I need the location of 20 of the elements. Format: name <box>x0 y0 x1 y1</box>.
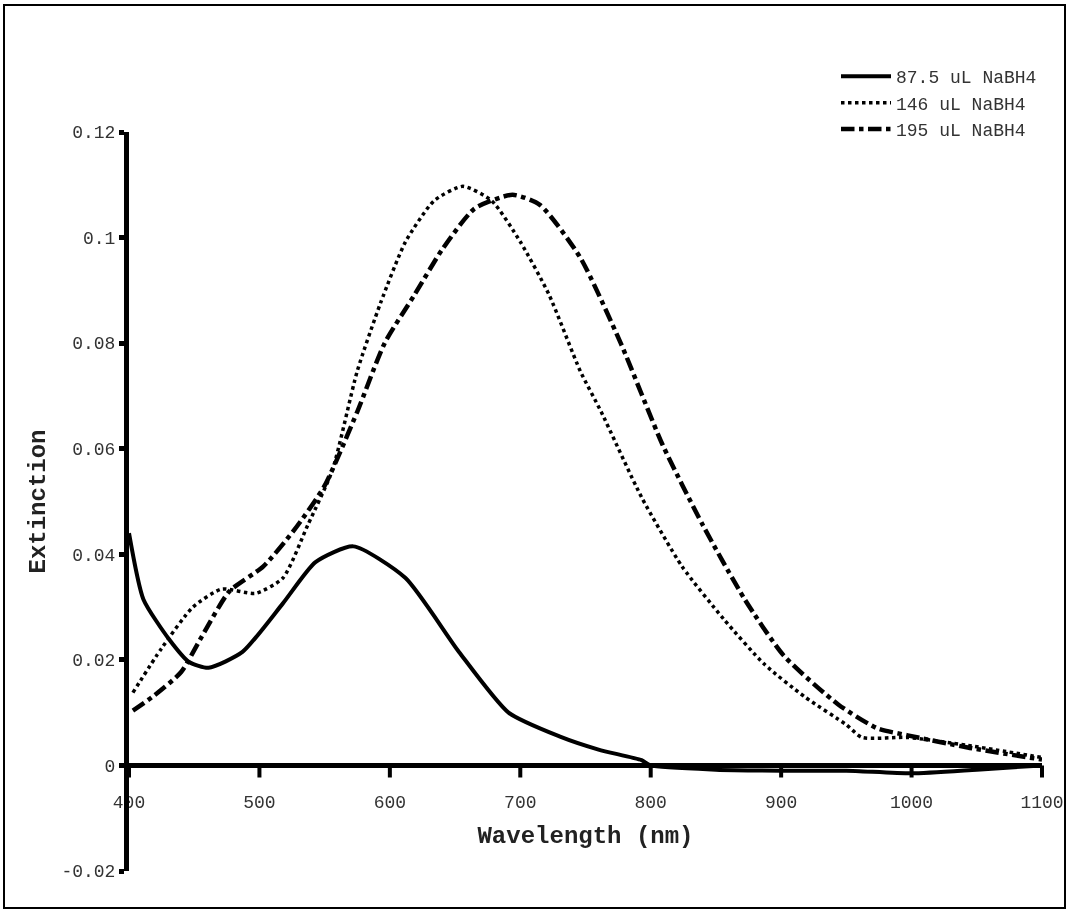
x-tick-label: 700 <box>504 793 537 814</box>
y-axis-title: Extinction <box>25 429 53 574</box>
x-tick-label: 500 <box>243 793 276 814</box>
x-tick-label: 900 <box>764 793 798 814</box>
x-tick-label: 1000 <box>889 793 934 814</box>
y-tick-label: 0.1 <box>82 228 116 249</box>
y-tick-label: 0.08 <box>72 334 116 355</box>
x-axis-title: Wavelength (nm) <box>477 823 694 851</box>
legend-label: 87.5 uL NaBH4 <box>896 68 1037 89</box>
legend-label: 195 uL NaBH4 <box>896 121 1026 142</box>
y-tick-label: 0 <box>104 756 116 777</box>
y-tick-label: 0.04 <box>72 545 116 566</box>
legend-label: 146 uL NaBH4 <box>896 94 1026 115</box>
y-tick-label: 0.02 <box>72 651 116 672</box>
y-tick-label: 0.06 <box>72 440 116 461</box>
y-tick-label: 0.12 <box>72 123 116 144</box>
y-tick-label: -0.02 <box>61 862 116 883</box>
x-tick-label: 800 <box>634 793 667 814</box>
x-tick-label: 600 <box>373 793 407 814</box>
x-tick-label: 1100 <box>1020 793 1064 814</box>
